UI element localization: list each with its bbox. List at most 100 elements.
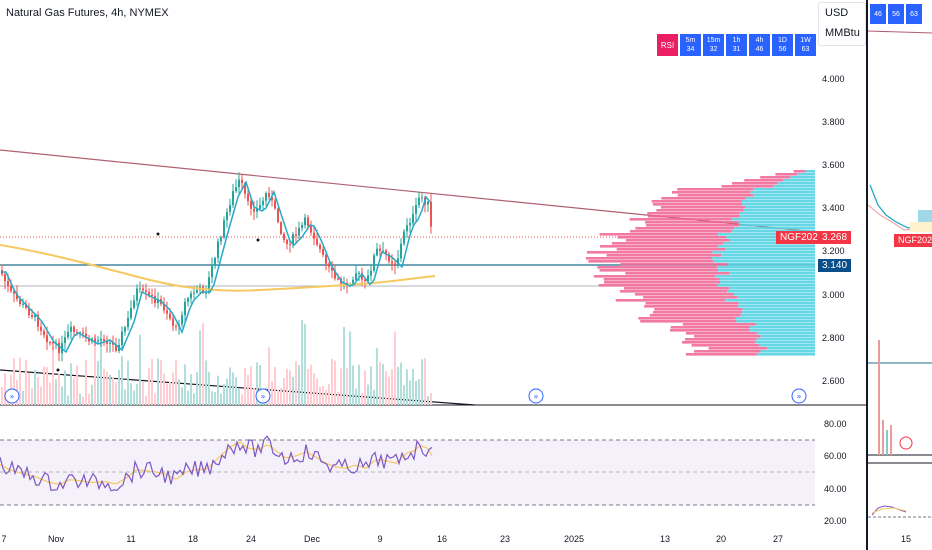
candle-body bbox=[28, 307, 30, 316]
price-axis-label[interactable]: 3.800 bbox=[822, 117, 845, 127]
volume-bar bbox=[130, 383, 132, 405]
rsi-axis-label[interactable]: 40.00 bbox=[824, 484, 847, 494]
pane-separator[interactable] bbox=[866, 0, 868, 550]
candle-body bbox=[22, 303, 24, 305]
candle-body bbox=[64, 337, 66, 344]
last-price-tag[interactable]: 3.268 bbox=[818, 231, 852, 244]
candle-body bbox=[40, 326, 42, 331]
time-axis-label[interactable]: Dec bbox=[303, 534, 321, 544]
candle-body bbox=[244, 183, 246, 194]
candle-body bbox=[16, 293, 18, 300]
time-axis-label[interactable]: 16 bbox=[436, 534, 448, 544]
price-axis-label[interactable]: 4.000 bbox=[822, 74, 845, 84]
rsi-axis-label[interactable]: 80.00 bbox=[824, 419, 847, 429]
volume-bar bbox=[52, 346, 54, 405]
right-time-axis-label[interactable]: 15 bbox=[900, 534, 912, 544]
volume-bar bbox=[190, 374, 192, 405]
volume-bar bbox=[268, 347, 270, 405]
candle-body bbox=[271, 196, 273, 201]
price-chart[interactable]: » » » » bbox=[0, 0, 866, 550]
price-axis-label[interactable]: 3.600 bbox=[822, 160, 845, 170]
main-chart-pane[interactable]: » » » » Natural Gas Futures, 4h, NYMEX U… bbox=[0, 0, 866, 550]
volume-bar bbox=[301, 320, 303, 405]
session-break-icon[interactable]: » bbox=[255, 388, 271, 404]
rsi-axis-label[interactable]: 60.00 bbox=[824, 451, 847, 461]
time-axis-label[interactable]: 18 bbox=[187, 534, 199, 544]
candle-body bbox=[124, 327, 126, 332]
candle-body bbox=[313, 232, 315, 239]
volume-bar bbox=[220, 393, 222, 405]
volume-profile-bar bbox=[736, 320, 815, 323]
price-axis-label[interactable]: 3.400 bbox=[822, 203, 845, 213]
time-axis-label[interactable]: 23 bbox=[499, 534, 511, 544]
candle-body bbox=[97, 340, 99, 342]
candle-body bbox=[355, 273, 357, 280]
level-price-tag[interactable]: 3.140 bbox=[818, 259, 852, 272]
volume-profile-bar bbox=[599, 269, 719, 272]
candle-body bbox=[262, 200, 264, 206]
volume-bar bbox=[163, 373, 165, 405]
ma-short-line bbox=[2, 180, 431, 354]
candle-body bbox=[256, 208, 258, 212]
volume-profile-bar bbox=[729, 239, 815, 242]
candle-body bbox=[223, 220, 225, 238]
volume-profile-bar bbox=[694, 350, 761, 353]
volume-bar bbox=[244, 368, 246, 405]
session-break-icon[interactable]: » bbox=[791, 388, 807, 404]
candle-body bbox=[88, 338, 90, 342]
volume-bar bbox=[139, 334, 141, 405]
unit-label[interactable]: MMBtu bbox=[825, 27, 860, 39]
candle-body bbox=[115, 344, 117, 352]
volume-bar bbox=[241, 394, 243, 405]
volume-profile-bar bbox=[598, 284, 718, 287]
session-break-icon[interactable]: » bbox=[4, 388, 20, 404]
time-axis-label[interactable]: Nov bbox=[47, 534, 65, 544]
volume-bar bbox=[337, 392, 339, 405]
currency-unit-selector[interactable]: USD MMBtu bbox=[818, 2, 866, 46]
volume-profile-bar bbox=[737, 296, 815, 299]
candle-body bbox=[46, 335, 48, 343]
volume-bar bbox=[349, 331, 351, 405]
time-axis-label[interactable]: 20 bbox=[715, 534, 727, 544]
volume-profile-bar bbox=[744, 179, 784, 182]
price-axis-label[interactable]: 2.600 bbox=[822, 376, 845, 386]
time-axis-label[interactable]: 13 bbox=[659, 534, 671, 544]
right-symbol-tag[interactable]: NGF2025 bbox=[894, 234, 932, 247]
volume-bar bbox=[346, 367, 348, 405]
symbol-tag[interactable]: NGF2025 bbox=[776, 231, 828, 244]
candle-body bbox=[127, 317, 129, 328]
candle-body bbox=[163, 303, 165, 311]
volume-profile-bar bbox=[671, 191, 751, 194]
price-axis-label[interactable]: 3.000 bbox=[822, 290, 845, 300]
volume-profile-bar bbox=[725, 299, 815, 302]
candle-body bbox=[307, 217, 309, 227]
time-axis-label[interactable]: 2025 bbox=[563, 534, 585, 544]
rsi-axis-label[interactable]: 20.00 bbox=[824, 516, 847, 526]
secondary-chart[interactable] bbox=[868, 0, 932, 550]
volume-profile-bar bbox=[647, 212, 740, 215]
candle-body bbox=[289, 243, 291, 245]
time-axis-label[interactable]: 9 bbox=[377, 534, 383, 544]
symbol-title[interactable]: Natural Gas Futures, 4h, NYMEX bbox=[6, 7, 169, 19]
volume-bar bbox=[103, 368, 105, 405]
secondary-chart-pane[interactable]: NGF2025 46 56 63 15 bbox=[868, 0, 932, 550]
volume-profile-bar bbox=[719, 278, 815, 281]
volume-bar bbox=[307, 368, 309, 405]
price-axis-label[interactable]: 2.800 bbox=[822, 333, 845, 343]
candle-body bbox=[34, 314, 36, 318]
volume-bar bbox=[160, 360, 162, 405]
session-break-icon[interactable]: » bbox=[528, 388, 544, 404]
time-axis-label[interactable]: 11 bbox=[126, 534, 136, 544]
volume-profile-bar bbox=[652, 203, 743, 206]
time-axis-label[interactable]: 27 bbox=[772, 534, 784, 544]
currency-label[interactable]: USD bbox=[825, 7, 849, 19]
candle-body bbox=[139, 288, 141, 290]
price-axis-label[interactable]: 3.200 bbox=[822, 246, 845, 256]
volume-bar bbox=[157, 358, 159, 405]
volume-bar bbox=[127, 360, 129, 405]
time-axis-label[interactable]: 7 bbox=[1, 534, 7, 544]
volume-bar bbox=[64, 370, 66, 405]
time-axis-label[interactable]: 24 bbox=[245, 534, 257, 544]
candle-body bbox=[4, 274, 6, 282]
candle-body bbox=[208, 277, 210, 293]
